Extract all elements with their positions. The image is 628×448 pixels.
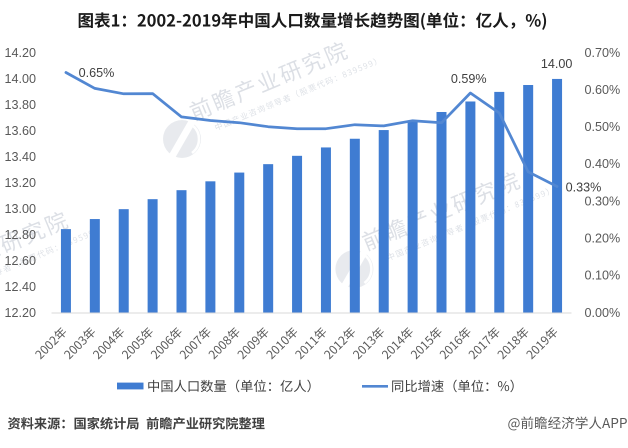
svg-text:13.60: 13.60 bbox=[4, 124, 36, 138]
svg-text:0.65%: 0.65% bbox=[79, 66, 115, 80]
svg-text:13.80: 13.80 bbox=[4, 98, 36, 112]
svg-text:12.40: 12.40 bbox=[4, 280, 36, 294]
svg-text:0.70%: 0.70% bbox=[585, 46, 621, 60]
svg-text:0.40%: 0.40% bbox=[585, 157, 621, 171]
svg-text:12.20: 12.20 bbox=[4, 306, 36, 320]
svg-text:0.50%: 0.50% bbox=[585, 120, 621, 134]
svg-text:0.60%: 0.60% bbox=[585, 83, 621, 97]
svg-text:13.20: 13.20 bbox=[4, 176, 36, 190]
svg-text:14.00: 14.00 bbox=[541, 57, 573, 71]
svg-text:12.60: 12.60 bbox=[4, 254, 36, 268]
svg-text:14.20: 14.20 bbox=[4, 46, 36, 60]
svg-text:0.10%: 0.10% bbox=[585, 269, 621, 283]
svg-text:13.40: 13.40 bbox=[4, 150, 36, 164]
svg-text:0.33%: 0.33% bbox=[566, 180, 602, 194]
svg-text:0.30%: 0.30% bbox=[585, 194, 621, 208]
svg-text:13.00: 13.00 bbox=[4, 202, 36, 216]
svg-text:14.00: 14.00 bbox=[4, 72, 36, 86]
svg-text:0.59%: 0.59% bbox=[451, 72, 487, 86]
svg-text:0.20%: 0.20% bbox=[585, 232, 621, 246]
svg-text:0.00%: 0.00% bbox=[585, 306, 621, 320]
svg-text:12.80: 12.80 bbox=[4, 228, 36, 242]
